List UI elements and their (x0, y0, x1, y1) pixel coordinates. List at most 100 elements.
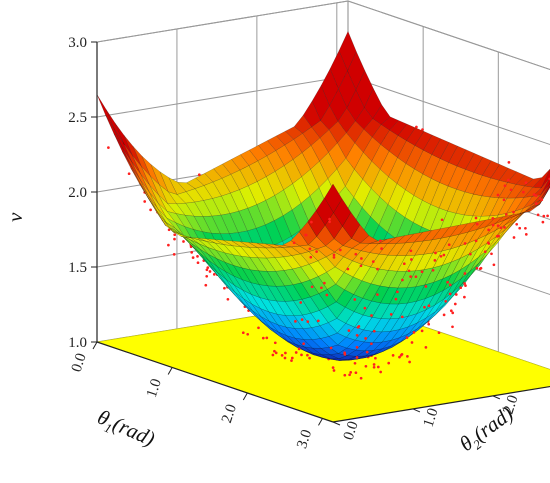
scatter-point (284, 351, 287, 355)
scatter-point (491, 217, 495, 220)
scatter-point (332, 253, 336, 257)
scatter-point (343, 373, 347, 377)
scatter-point (308, 356, 311, 360)
scatter-point (197, 173, 201, 177)
scatter-point (540, 198, 544, 202)
scatter-point (449, 309, 453, 313)
scatter-point (241, 331, 245, 335)
grid-line (96, 0, 550, 71)
scatter-point (372, 329, 376, 333)
scatter-point (515, 222, 519, 226)
scatter-point (208, 270, 212, 273)
scatter-point (448, 283, 452, 287)
x-tick-mark (167, 367, 173, 375)
scatter-point (370, 314, 373, 317)
scatter-point (532, 193, 536, 196)
scatter-point (290, 359, 293, 362)
scatter-point (173, 237, 176, 241)
scatter-point (329, 346, 333, 350)
scatter-point (347, 329, 351, 332)
scatter-point (421, 128, 424, 131)
scatter-point (182, 240, 185, 243)
scatter-point (172, 253, 176, 256)
scatter-point (442, 313, 446, 317)
scatter-point (427, 322, 431, 326)
scatter-point (387, 361, 391, 365)
scatter-point (487, 242, 491, 245)
scatter-point (223, 286, 226, 290)
scatter-point (304, 233, 308, 237)
scatter-point (283, 356, 287, 360)
scatter-point (518, 226, 522, 230)
scatter-point (359, 264, 363, 268)
z-tick-label: 1.5 (68, 260, 87, 276)
scatter-point (410, 341, 414, 344)
scatter-point (212, 273, 216, 276)
scatter-point (401, 278, 404, 282)
scatter-point (479, 266, 483, 270)
scatter-point (524, 181, 528, 185)
scatter-point (402, 262, 406, 266)
scatter-point (410, 258, 413, 261)
scatter-point (524, 233, 528, 236)
scatter-point (355, 333, 359, 337)
scatter-point (502, 198, 506, 202)
scatter-point (394, 297, 398, 301)
z-tick-label: 1.0 (68, 335, 87, 351)
scatter-point (442, 253, 446, 257)
scatter-point (433, 259, 437, 262)
scatter-point (343, 351, 346, 355)
scatter-point (348, 373, 351, 377)
x-tick-mark (92, 341, 98, 350)
scatter-point (463, 272, 467, 275)
scatter-point (427, 304, 431, 308)
z-tick-label: 2.0 (68, 185, 87, 201)
scatter-point (205, 268, 209, 272)
scatter-point (453, 302, 457, 306)
scatter-point (370, 342, 373, 346)
scatter-point (503, 226, 506, 229)
scatter-point (407, 269, 411, 273)
y-axis-label: θ2(rad) (455, 401, 519, 458)
scatter-point (261, 336, 265, 340)
x-tick-label: 2.0 (219, 402, 240, 425)
scatter-point (310, 220, 313, 224)
scatter-point (371, 260, 375, 263)
scatter-point (463, 282, 466, 285)
scatter-point (424, 346, 428, 349)
scatter-point (491, 223, 495, 227)
y-tick-label: 1.0 (421, 406, 442, 429)
scatter-point (294, 351, 298, 354)
scatter-point (271, 353, 275, 357)
scatter-point (323, 281, 326, 285)
scatter-point (463, 242, 467, 245)
scatter-point (205, 274, 209, 278)
scatter-point (434, 251, 437, 255)
z-axis-label: ν (3, 212, 27, 222)
scatter-point (372, 363, 376, 366)
scatter-point (464, 284, 467, 287)
scatter-point (437, 331, 441, 335)
y-axis-line (332, 385, 550, 423)
scatter-point (167, 228, 171, 232)
scatter-point (359, 376, 363, 380)
scatter-point (398, 355, 401, 359)
scatter-point (308, 247, 312, 251)
scatter-point (320, 286, 323, 290)
scatter-point (173, 233, 177, 237)
z-tick-label: 2.5 (68, 110, 87, 126)
scatter-point (360, 257, 363, 260)
scatter-point (420, 329, 424, 333)
scatter-point (512, 210, 515, 214)
scatter-point (469, 252, 472, 256)
surface-cell (96, 94, 115, 130)
scatter-point (196, 261, 200, 265)
scatter-point (474, 216, 478, 220)
scatter-point (495, 235, 499, 238)
scatter-point (206, 266, 210, 269)
scatter-point (349, 371, 353, 374)
scatter-point (310, 285, 314, 289)
scatter-point (294, 320, 297, 323)
scatter-point (496, 193, 500, 197)
